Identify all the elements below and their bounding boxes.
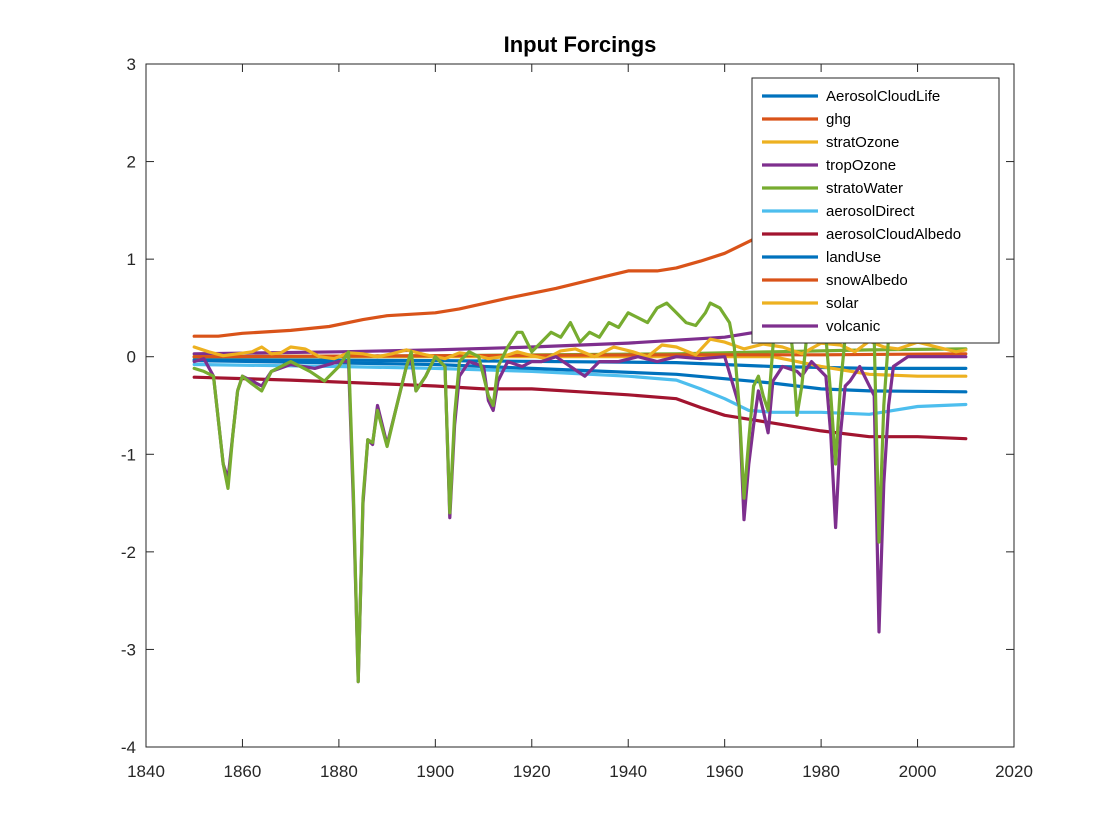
legend-label: tropOzone	[826, 157, 896, 174]
y-tick-label: 1	[127, 250, 136, 269]
x-tick-label: 2020	[995, 762, 1033, 781]
x-tick-label: 1940	[609, 762, 647, 781]
series-line-snowalbedo	[192, 352, 968, 359]
series-line-tropozone	[192, 327, 775, 356]
series-line-ghg	[192, 228, 775, 338]
chart-title: Input Forcings	[504, 32, 657, 57]
legend-label: aerosolCloudAlbedo	[826, 226, 961, 243]
legend-label: stratoWater	[826, 180, 903, 197]
y-tick-label: -2	[121, 543, 136, 562]
x-tick-label: 1920	[513, 762, 551, 781]
series-line-landuse	[192, 359, 968, 394]
x-tick-label: 2000	[899, 762, 937, 781]
y-axis: -4 -3 -2 -1 0 1 2 3	[121, 55, 1014, 757]
series-layer	[192, 228, 968, 684]
plot-frame	[145, 63, 1015, 748]
y-tick-label: 0	[127, 348, 136, 367]
y-tick-label: 3	[127, 55, 136, 74]
x-tick-label: 1840	[127, 762, 165, 781]
series-line-aerosoldirect	[192, 362, 968, 416]
x-tick-label: 1960	[706, 762, 744, 781]
legend-label: aerosolDirect	[826, 203, 915, 220]
y-tick-label: -3	[121, 640, 136, 659]
y-tick-label: 2	[127, 153, 136, 172]
legend-label: landUse	[826, 249, 881, 266]
legend-label: stratOzone	[826, 134, 899, 151]
series-line-aerosolcloudalbedo	[192, 375, 968, 441]
x-tick-label: 1860	[224, 762, 262, 781]
legend: AerosolCloudLife ghg stratOzone tropOzone st…	[751, 77, 1000, 344]
legend-label: volcanic	[826, 318, 881, 335]
legend-label: snowAlbedo	[826, 272, 908, 289]
x-axis: 1840 1860 1880 1900 1920 1940 1960 1980 2000 2020	[127, 64, 1033, 781]
legend-label: ghg	[826, 111, 851, 128]
y-tick-label: -1	[121, 445, 136, 464]
legend-label: AerosolCloudLife	[826, 88, 940, 105]
y-tick-label: -4	[121, 738, 136, 757]
x-tick-label: 1900	[416, 762, 454, 781]
x-tick-label: 1880	[320, 762, 358, 781]
series-line-volcanic	[192, 355, 968, 684]
legend-label: solar	[826, 295, 859, 312]
x-tick-label: 1980	[802, 762, 840, 781]
